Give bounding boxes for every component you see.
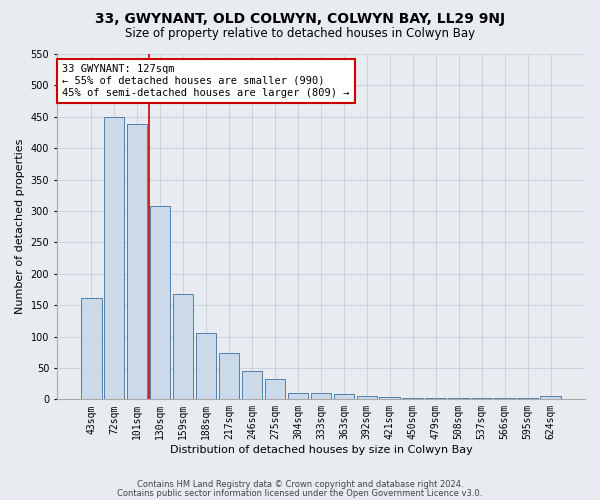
Y-axis label: Number of detached properties: Number of detached properties — [15, 139, 25, 314]
Bar — [517, 398, 538, 400]
Bar — [425, 398, 446, 400]
Bar — [472, 398, 492, 400]
Bar — [173, 294, 193, 400]
Text: Contains public sector information licensed under the Open Government Licence v3: Contains public sector information licen… — [118, 488, 482, 498]
Bar — [218, 353, 239, 400]
Text: Contains HM Land Registry data © Crown copyright and database right 2024.: Contains HM Land Registry data © Crown c… — [137, 480, 463, 489]
Bar — [150, 206, 170, 400]
Bar — [494, 398, 515, 400]
Bar — [127, 124, 148, 400]
Bar — [448, 398, 469, 400]
Bar — [104, 117, 124, 400]
Bar — [541, 396, 561, 400]
Text: Size of property relative to detached houses in Colwyn Bay: Size of property relative to detached ho… — [125, 28, 475, 40]
Bar — [334, 394, 354, 400]
Bar — [265, 379, 285, 400]
Bar — [196, 333, 217, 400]
Bar — [379, 398, 400, 400]
Bar — [403, 398, 423, 400]
X-axis label: Distribution of detached houses by size in Colwyn Bay: Distribution of detached houses by size … — [170, 445, 472, 455]
Text: 33 GWYNANT: 127sqm
← 55% of detached houses are smaller (990)
45% of semi-detach: 33 GWYNANT: 127sqm ← 55% of detached hou… — [62, 64, 350, 98]
Bar — [242, 371, 262, 400]
Bar — [81, 298, 101, 400]
Bar — [287, 393, 308, 400]
Bar — [356, 396, 377, 400]
Text: 33, GWYNANT, OLD COLWYN, COLWYN BAY, LL29 9NJ: 33, GWYNANT, OLD COLWYN, COLWYN BAY, LL2… — [95, 12, 505, 26]
Bar — [311, 393, 331, 400]
